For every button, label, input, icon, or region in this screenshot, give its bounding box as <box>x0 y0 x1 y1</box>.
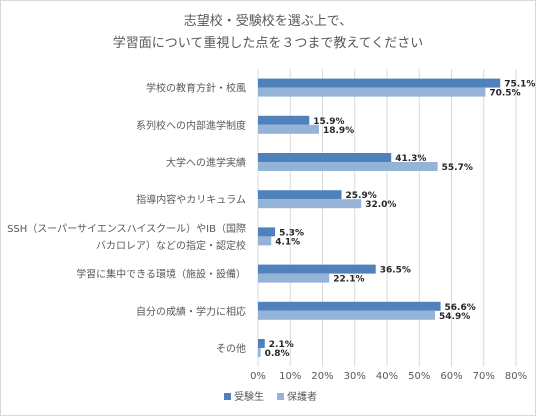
x-tick-label: 10% <box>279 371 301 382</box>
bar-guardian <box>258 310 436 320</box>
data-label: 22.1% <box>333 275 364 285</box>
bar-guardian <box>258 124 319 134</box>
data-label: 15.9% <box>313 117 344 127</box>
data-label: 18.9% <box>323 126 354 136</box>
legend-label: 保護者 <box>287 390 317 403</box>
data-label: 25.9% <box>346 191 377 201</box>
category-label: 系列校への内部進学制度 <box>136 119 246 132</box>
bar-guardian <box>258 162 438 171</box>
bar-examinee <box>258 78 501 88</box>
category-label: その他 <box>216 342 246 355</box>
bar-examinee <box>258 264 376 274</box>
x-tick-label: 80% <box>505 371 527 382</box>
category-label: 指導内容やカリキュラム <box>136 193 246 206</box>
bar-examinee <box>258 339 265 348</box>
chart-title-line: 志望校・受験校を選ぶ上で、 <box>184 13 352 29</box>
data-label: 54.9% <box>439 312 470 322</box>
data-label: 75.1% <box>504 80 535 90</box>
bar-guardian <box>258 273 330 283</box>
data-label: 0.8% <box>265 349 290 359</box>
bar-guardian <box>258 348 261 357</box>
data-label: 36.5% <box>380 266 411 276</box>
x-axis-tick-labels: 0% 10% 20% 30% 40% 50% 60% 70% 80% <box>250 371 527 382</box>
x-tick-label: 70% <box>473 371 495 382</box>
data-label: 56.6% <box>445 303 476 313</box>
data-label: 70.5% <box>489 89 520 99</box>
data-label: 4.1% <box>275 237 300 247</box>
bar-examinee <box>258 301 441 311</box>
legend-swatch <box>224 393 231 400</box>
category-label: バカロレア）などの指定・認定校 <box>96 239 246 252</box>
bar-guardian <box>258 87 486 97</box>
bar-guardian <box>258 236 272 246</box>
x-tick-label: 40% <box>376 371 398 382</box>
data-labels: 75.1%70.5% 15.9%18.9% 41.3% 55.7% 25.9%32.0%… <box>265 80 535 359</box>
bar-examinee <box>258 227 276 237</box>
x-tick-label: 60% <box>440 371 462 382</box>
legend-swatch <box>277 393 284 400</box>
category-label: 学校の教育方針・校風 <box>146 82 246 95</box>
bar-examinee <box>258 115 310 125</box>
x-tick-label: 50% <box>408 371 430 382</box>
category-label: 大学への進学実績 <box>166 156 246 169</box>
data-label: 32.0% <box>365 200 396 210</box>
x-tick-label: 0% <box>250 371 266 382</box>
legend-label: 受験生 <box>234 390 264 403</box>
bar-examinee <box>258 190 342 200</box>
data-label: 2.1% <box>269 340 294 350</box>
category-labels: 学校の教育方針・校風系列校への内部進学制度大学への進学実績指導内容やカリキュラム… <box>7 82 246 355</box>
data-label: 5.3% <box>279 228 304 238</box>
bar-guardian <box>258 199 362 209</box>
data-label: 55.7% <box>442 163 473 173</box>
bar-examinee <box>258 153 392 162</box>
chart-title: 志望校・受験校を選ぶ上で、学習面について重視した点を３つまで教えてください <box>113 13 424 51</box>
category-label: 自分の成績・学力に相応 <box>136 305 246 318</box>
category-label: 学習に集中できる環境（施設・設備） <box>76 268 246 281</box>
bars <box>258 78 501 357</box>
legend: 受験生 保護者 <box>224 390 317 403</box>
data-label: 41.3% <box>395 154 426 164</box>
category-label: SSH（スーパーサイエンスハイスクール）やIB（国際 <box>7 223 246 235</box>
x-tick-label: 20% <box>311 371 333 382</box>
chart-title-line: 学習面について重視した点を３つまで教えてください <box>113 35 424 51</box>
x-tick-label: 30% <box>344 371 366 382</box>
gridlines <box>257 69 517 367</box>
